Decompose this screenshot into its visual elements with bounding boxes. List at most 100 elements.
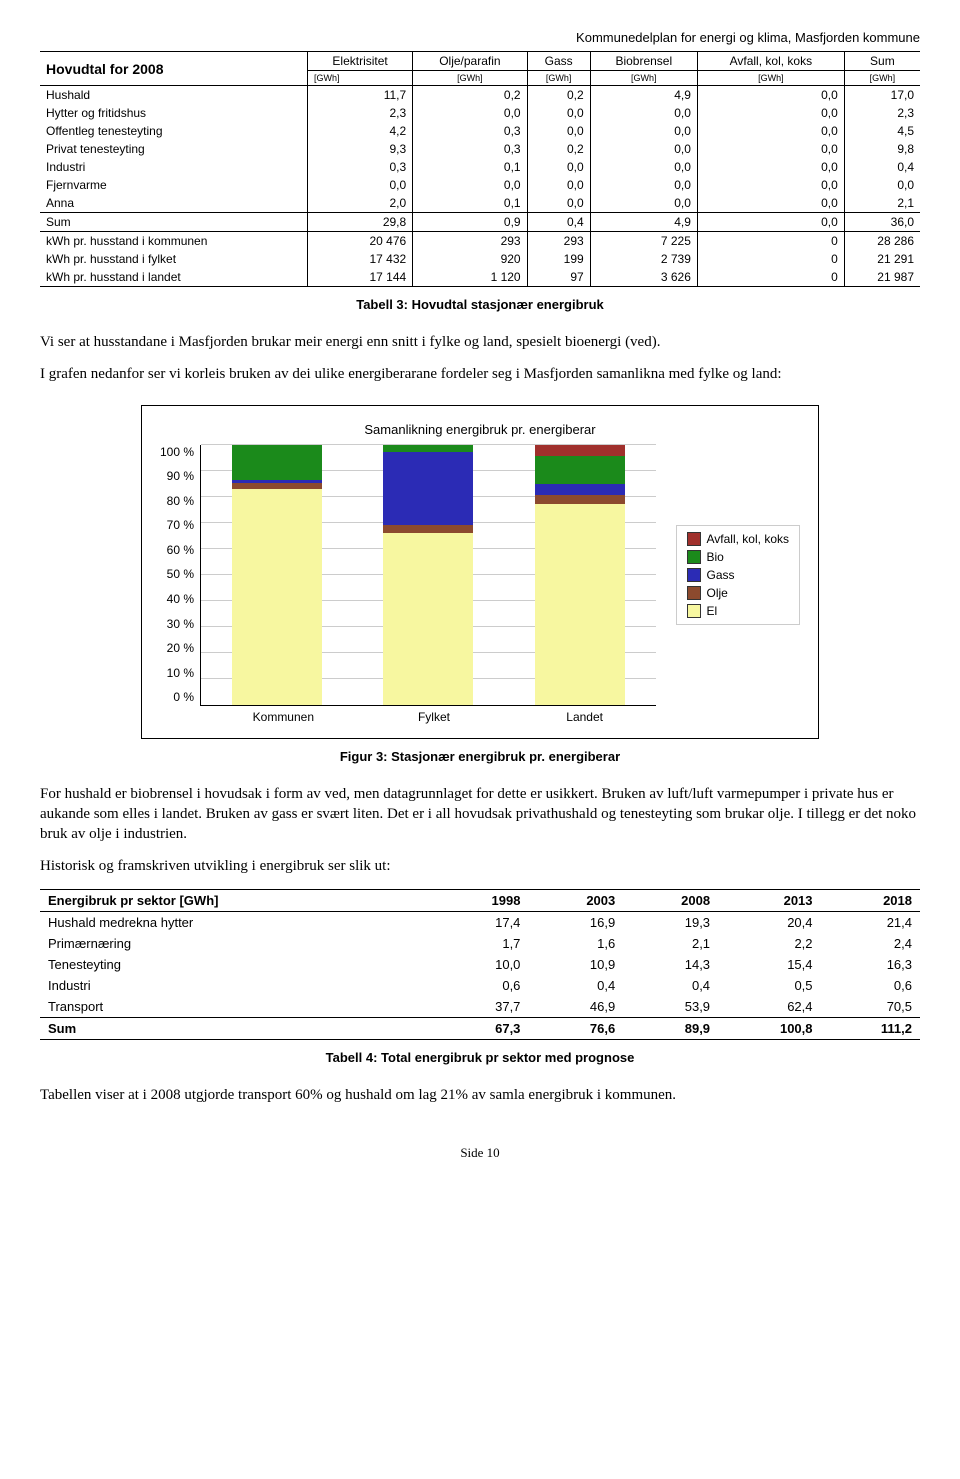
- unit-0: [GWh]: [308, 71, 413, 86]
- t2-cell: 16,9: [528, 911, 623, 933]
- table-cell: 0,0: [697, 158, 844, 176]
- t2-header: 2013: [718, 889, 820, 911]
- table-cell: 36,0: [844, 213, 920, 232]
- table-cell: 0,0: [590, 122, 697, 140]
- table-cell: 0,0: [590, 104, 697, 122]
- legend-label: Bio: [707, 550, 724, 564]
- table-cell: 0,0: [590, 158, 697, 176]
- chart-title: Samanlikning energibruk pr. energiberar: [160, 422, 800, 437]
- t2-cell: 10,9: [528, 954, 623, 975]
- table-cell: 20 476: [308, 232, 413, 251]
- legend-item: Gass: [687, 568, 789, 582]
- t2-sum-label: Sum: [40, 1017, 434, 1039]
- segment-bio: [535, 456, 625, 484]
- table-cell: 0,0: [527, 122, 590, 140]
- table-cell: 0,0: [590, 176, 697, 194]
- para-2: I grafen nedanfor ser vi korleis bruken …: [40, 364, 920, 384]
- t2-cell: 20,4: [718, 911, 820, 933]
- t2-cell: 1,7: [434, 933, 529, 954]
- bar-kommunen: [232, 445, 322, 705]
- unit-2: [GWh]: [527, 71, 590, 86]
- table-cell: 4,9: [590, 213, 697, 232]
- table-cell: 0,0: [697, 213, 844, 232]
- t2-cell: 2,1: [623, 933, 718, 954]
- t2-sum-cell: 111,2: [821, 1017, 920, 1039]
- table-cell: 0,0: [697, 176, 844, 194]
- table-row-label: Fjernvarme: [40, 176, 308, 194]
- table-row-label: Sum: [40, 213, 308, 232]
- t2-cell: 0,6: [434, 975, 529, 996]
- chart-caption: Figur 3: Stasjonær energibruk pr. energi…: [40, 749, 920, 764]
- y-tick: 40 %: [160, 592, 194, 606]
- energy-chart: Samanlikning energibruk pr. energiberar …: [141, 405, 819, 739]
- table-cell: 2,1: [844, 194, 920, 213]
- legend-label: El: [707, 604, 718, 618]
- segment-el: [535, 504, 625, 704]
- table-cell: 0,0: [527, 194, 590, 213]
- y-tick: 100 %: [160, 445, 194, 459]
- para-4: Historisk og framskriven utvikling i ene…: [40, 856, 920, 876]
- segment-bio: [383, 445, 473, 453]
- table-cell: 0,0: [527, 158, 590, 176]
- table-cell: 97: [527, 268, 590, 287]
- t2-cell: 19,3: [623, 911, 718, 933]
- bar-fylket: [383, 445, 473, 705]
- table-cell: 17,0: [844, 86, 920, 105]
- table-row-label: kWh pr. husstand i fylket: [40, 250, 308, 268]
- segment-el: [232, 489, 322, 704]
- table-cell: 0: [697, 250, 844, 268]
- t2-header: Energibruk pr sektor [GWh]: [40, 889, 434, 911]
- y-tick: 50 %: [160, 567, 194, 581]
- legend-swatch: [687, 568, 701, 582]
- table-cell: 3 626: [590, 268, 697, 287]
- t2-cell: 14,3: [623, 954, 718, 975]
- table-cell: 11,7: [308, 86, 413, 105]
- table-cell: 0,0: [308, 176, 413, 194]
- table-cell: 4,2: [308, 122, 413, 140]
- table2-caption: Tabell 4: Total energibruk pr sektor med…: [40, 1050, 920, 1065]
- para-5: Tabellen viser at i 2008 utgjorde transp…: [40, 1085, 920, 1105]
- x-label: Landet: [540, 710, 630, 724]
- col-biobrensel: Biobrensel: [590, 52, 697, 71]
- col-sum: Sum: [844, 52, 920, 71]
- table-row-label: Hytter og fritidshus: [40, 104, 308, 122]
- table-cell: 4,5: [844, 122, 920, 140]
- table-cell: 0,3: [413, 122, 527, 140]
- page-footer: Side 10: [40, 1145, 920, 1161]
- t2-header: 2018: [821, 889, 920, 911]
- table-cell: 0,4: [844, 158, 920, 176]
- segment-el: [383, 533, 473, 705]
- table-cell: 2,3: [308, 104, 413, 122]
- x-label: Fylket: [389, 710, 479, 724]
- table-cell: 0,4: [527, 213, 590, 232]
- table-row-label: Privat tenesteyting: [40, 140, 308, 158]
- sector-table: Energibruk pr sektor [GWh]19982003200820…: [40, 889, 920, 1040]
- y-tick: 30 %: [160, 617, 194, 631]
- segment-gass: [535, 484, 625, 495]
- legend-swatch: [687, 550, 701, 564]
- plot-area: [200, 445, 655, 706]
- legend-item: Olje: [687, 586, 789, 600]
- y-tick: 90 %: [160, 469, 194, 483]
- unit-4: [GWh]: [697, 71, 844, 86]
- table-cell: 9,3: [308, 140, 413, 158]
- table-cell: 17 432: [308, 250, 413, 268]
- segment-bio: [232, 445, 322, 480]
- table-cell: 17 144: [308, 268, 413, 287]
- y-tick: 10 %: [160, 666, 194, 680]
- t2-sum-cell: 67,3: [434, 1017, 529, 1039]
- para-3: For hushald er biobrensel i hovudsak i f…: [40, 784, 920, 845]
- table-cell: 0,1: [413, 158, 527, 176]
- legend-label: Olje: [707, 586, 728, 600]
- segment-avfall: [535, 445, 625, 457]
- table-cell: 0,3: [308, 158, 413, 176]
- table-cell: 0,0: [413, 176, 527, 194]
- t2-sum-cell: 76,6: [528, 1017, 623, 1039]
- segment-olje: [535, 495, 625, 504]
- table-cell: 293: [527, 232, 590, 251]
- table-cell: 0,0: [590, 194, 697, 213]
- t2-row-label: Industri: [40, 975, 434, 996]
- col-avfall: Avfall, kol, koks: [697, 52, 844, 71]
- table-cell: 0,2: [527, 86, 590, 105]
- t2-sum-cell: 100,8: [718, 1017, 820, 1039]
